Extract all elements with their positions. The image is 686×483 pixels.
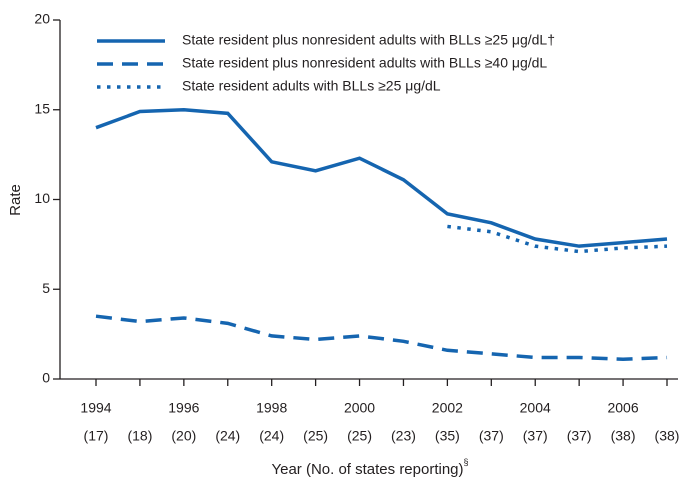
x-sublabel: (35) — [435, 428, 460, 444]
x-sublabel: (25) — [303, 428, 328, 444]
x-tick-label: 1998 — [256, 400, 287, 416]
x-sublabel: (38) — [611, 428, 636, 444]
x-sublabel: (18) — [127, 428, 152, 444]
legend-label: State resident plus nonresident adults w… — [182, 32, 555, 48]
series-line — [95, 107, 668, 248]
x-tick-label: 1996 — [168, 400, 199, 416]
x-axis-title: Year (No. of states reporting)§ — [271, 457, 468, 478]
x-sublabel: (37) — [479, 428, 504, 444]
x-tick-label: 2002 — [432, 400, 463, 416]
x-tick-label: 2000 — [344, 400, 375, 416]
y-tick-label: 20 — [34, 11, 50, 27]
x-axis-title-text: Year (No. of states reporting) — [271, 461, 463, 478]
x-sublabel: (17) — [84, 428, 109, 444]
y-tick-label: 0 — [42, 370, 50, 386]
y-tick-label: 10 — [34, 190, 50, 206]
legend-label: State resident plus nonresident adults w… — [182, 55, 547, 71]
x-sublabel: (37) — [523, 428, 548, 444]
x-axis-title-note: § — [464, 457, 469, 467]
x-tick-label: 2004 — [520, 400, 551, 416]
x-sublabel: (23) — [391, 428, 416, 444]
series-line — [447, 224, 668, 254]
x-sublabel: (38) — [655, 428, 680, 444]
series-line — [95, 314, 668, 362]
x-sublabel: (24) — [215, 428, 240, 444]
x-sublabel: (25) — [347, 428, 372, 444]
x-tick-label: 1994 — [80, 400, 111, 416]
x-sublabel: (24) — [259, 428, 284, 444]
legend-label: State resident adults with BLLs ≥25 μg/d… — [182, 78, 441, 94]
x-sublabel: (20) — [171, 428, 196, 444]
y-tick-label: 15 — [34, 100, 50, 116]
y-axis-title: Rate — [7, 184, 24, 216]
y-tick-label: 5 — [42, 280, 50, 296]
x-sublabel: (37) — [567, 428, 592, 444]
x-tick-label: 2006 — [607, 400, 638, 416]
